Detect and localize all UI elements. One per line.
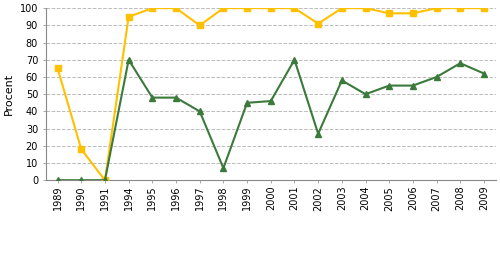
Y-axis label: Procent: Procent <box>4 73 14 115</box>
Legend: Westerschelde, Beneden-Zeeschelde: Westerschelde, Beneden-Zeeschelde <box>124 262 417 265</box>
